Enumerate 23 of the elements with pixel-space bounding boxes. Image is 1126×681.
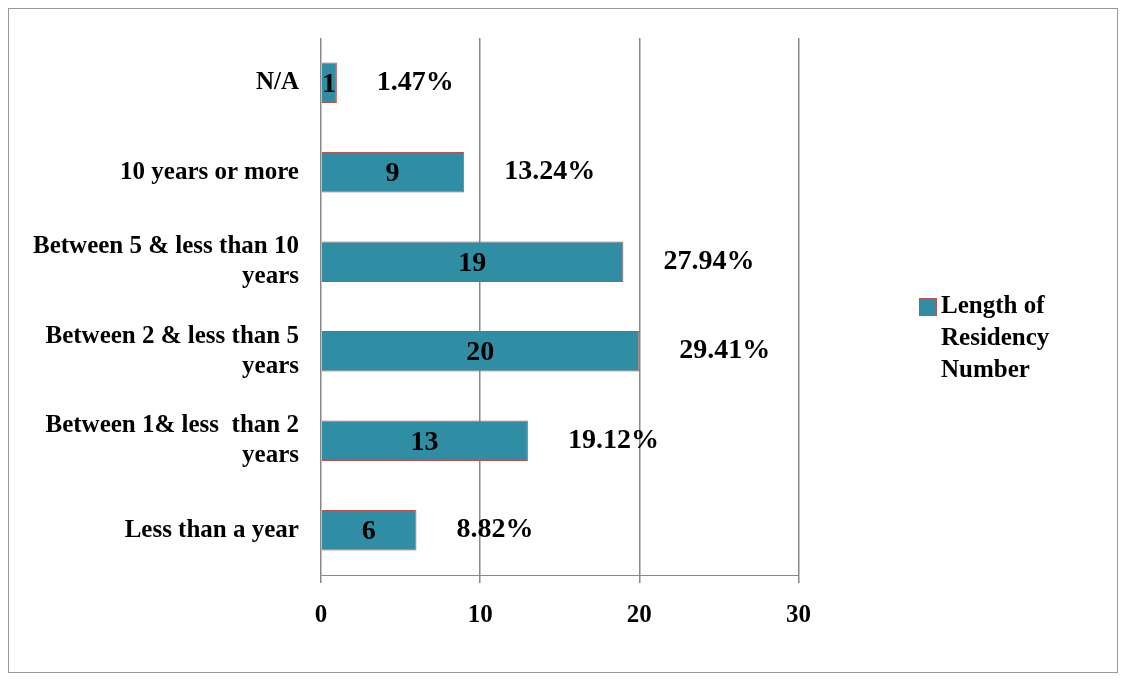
data-label: 6 [361,514,376,546]
y-tick-label: 10 years or more [120,156,299,184]
annotation: 27.94% [663,243,755,275]
data-label: 19 [458,245,487,277]
annotation: 13.24% [504,154,596,186]
data-label: 9 [385,156,400,188]
annotation: 8.82% [456,512,534,544]
y-tick-label: Between 5 & less than 10 years [32,231,300,289]
data-label: 13 [410,424,439,456]
x-tick-label: 10 [467,600,493,628]
annotation: 19.12% [567,422,659,454]
legend-label: Length of Residency Number [941,290,1051,384]
y-tick-label: N/A [255,67,299,95]
x-tick-label: 0 [314,600,328,628]
annotation: 1.47% [376,64,454,96]
y-tick-label: Between 2 & less than 5 years [45,320,300,378]
x-tick-label: 30 [786,600,811,628]
y-tick-label: Between 1& less than 2 years [45,410,300,468]
annotation: 29.41% [679,333,771,365]
data-label: 1 [321,66,336,98]
x-tick-label: 20 [626,600,652,628]
data-label: 20 [466,335,495,367]
y-tick-label: Less than a year [124,514,299,542]
